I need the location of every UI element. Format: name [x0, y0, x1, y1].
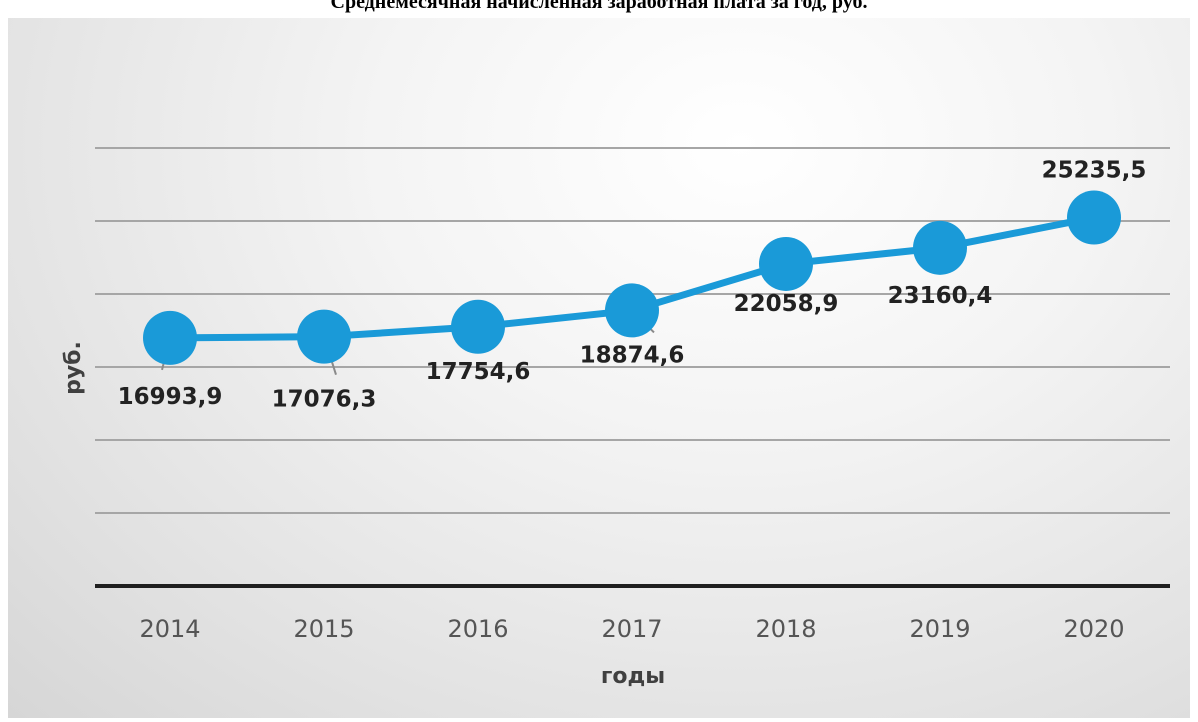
data-label: 23160,4 [888, 283, 993, 309]
data-label: 17754,6 [426, 359, 531, 385]
x-tick-label: 2014 [139, 615, 200, 643]
data-point-marker [605, 283, 659, 338]
data-point-marker [759, 236, 813, 291]
data-labels: 16993,9 17076,3 17754,6 18874,6 22058,9 23160… [118, 158, 1147, 413]
data-label: 18874,6 [580, 342, 685, 368]
data-point-marker [1067, 190, 1121, 245]
data-label: 16993,9 [118, 384, 223, 410]
series-markers [143, 190, 1121, 365]
y-axis-title: руб. [61, 341, 86, 395]
x-tick-label: 2016 [447, 615, 508, 643]
data-point-marker [143, 310, 197, 365]
x-tick-labels: 2014 2015 2016 2017 2018 2019 2020 [139, 615, 1124, 643]
x-tick-label: 2020 [1063, 615, 1124, 643]
data-point-marker [451, 299, 505, 354]
x-axis-title: годы [601, 664, 665, 689]
data-label: 17076,3 [272, 387, 377, 413]
data-label: 22058,9 [734, 291, 839, 317]
data-point-marker [913, 220, 967, 275]
data-point-marker [297, 309, 351, 364]
x-tick-label: 2017 [601, 615, 662, 643]
data-label: 25235,5 [1042, 158, 1147, 184]
x-tick-label: 2015 [293, 615, 354, 643]
x-tick-label: 2018 [755, 615, 816, 643]
x-tick-label: 2019 [909, 615, 970, 643]
page-title: Среднемесячная начисленная заработная пл… [330, 0, 868, 13]
gridlines [95, 147, 1170, 514]
